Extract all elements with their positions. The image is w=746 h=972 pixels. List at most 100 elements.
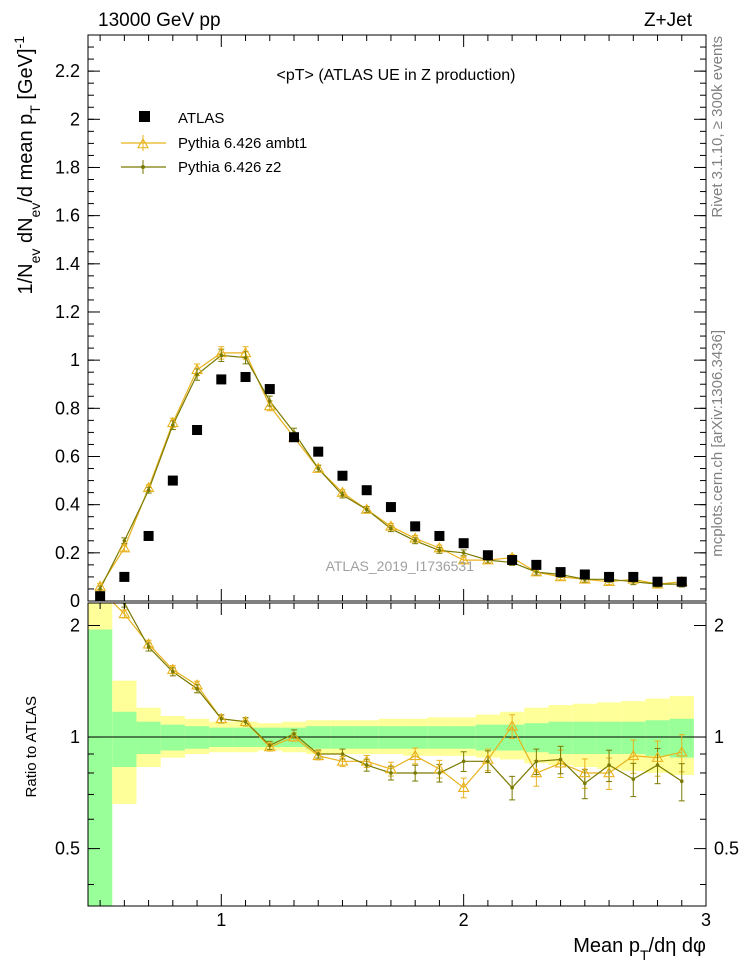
ratio-z2-point [171, 669, 175, 674]
ratio-ambt1-point [506, 720, 519, 731]
atlas-point [264, 384, 275, 395]
ratio-ambt1-point [603, 766, 616, 778]
z2-point [340, 493, 345, 497]
header-right: Z+Jet [644, 10, 693, 31]
atlas-point [482, 550, 493, 561]
z2-point [316, 466, 321, 471]
ratio-ytick-label: 1 [70, 727, 80, 747]
legend-atlas-marker [139, 111, 150, 122]
ratio-band-inner [596, 721, 622, 755]
main-ytick-label: 1 [70, 350, 80, 370]
main-plot-panel: 0 0.2 0.4 0.6 0.8 1 1.2 1.4 1.6 1.8 2 2.2 1/Nev dNev… [11, 34, 707, 611]
ratio-band-inner [88, 629, 113, 906]
main-ytick-label: 0.8 [55, 398, 80, 418]
z2-point [413, 538, 417, 543]
ratio-z2-point [437, 771, 442, 775]
atlas-point [676, 576, 687, 587]
z2-point [243, 355, 248, 360]
ratio-z2-point [558, 757, 563, 762]
atlas-point [652, 576, 663, 587]
ratio-z2-point [631, 777, 636, 781]
atlas-point [410, 521, 421, 532]
x-axis-title: Mean pT/dη dφ [573, 935, 706, 963]
ratio-ytick-label-right: 0.5 [714, 839, 739, 859]
main-frame [87, 34, 707, 602]
z2-point [219, 353, 224, 358]
atlas-point [385, 502, 396, 513]
ratio-ytick-label: 2 [70, 615, 80, 635]
ratio-z2-point [292, 732, 296, 736]
ratio-z2-point [219, 717, 224, 721]
z2-point [437, 548, 442, 553]
main-ytick-label: 1.2 [55, 302, 80, 322]
z2-point [122, 538, 127, 543]
legend-ambt1-label: Pythia 6.426 ambt1 [178, 135, 307, 152]
z2-point [534, 570, 539, 574]
main-y-axis-title: 1/Nev dNev/d mean pT [GeV]-1 [11, 36, 43, 295]
ambt1-line [99, 352, 682, 587]
atlas-point [337, 470, 348, 481]
ratio-z2-point [655, 763, 660, 767]
atlas-point [361, 485, 372, 496]
ratio-ambt1-point [263, 740, 276, 752]
ratio-ambt1-point [651, 751, 664, 762]
ratio-ambt1-point [481, 753, 494, 764]
ratio-ambt1-point [215, 712, 228, 724]
atlas-point [95, 591, 106, 602]
ambt1-point [312, 462, 325, 473]
ratio-z2-point [267, 743, 272, 748]
main-plot-title: <pT> (ATLAS UE in Z production) [277, 67, 516, 84]
ratio-z2-point [364, 763, 369, 767]
ratio-ytick-label-right: 2 [714, 615, 724, 635]
ratio-z2-point [389, 771, 393, 775]
ratio-z2-point [534, 759, 539, 764]
atlas-point [458, 538, 469, 549]
atlas-point [604, 571, 615, 582]
z2-point [171, 423, 175, 427]
main-ytick-label: 0.6 [55, 446, 80, 466]
z2-point [146, 488, 151, 493]
ambt1-point [118, 541, 131, 553]
ratio-ambt1-point [578, 766, 591, 778]
ratio-ambt1-point [118, 607, 131, 619]
ratio-z2-point [510, 785, 514, 790]
z2-point [389, 526, 393, 531]
z2-point [195, 372, 199, 377]
atlas-point [143, 530, 154, 541]
ratio-ambt1-point [409, 749, 422, 761]
ratio-plot-panel: 0.5 0.5 1 1 2 2 1 2 3 Ratio to ATLAS Mean pT/dη dφ [23, 602, 739, 963]
atlas-point [579, 569, 590, 580]
z2-point [461, 551, 466, 555]
legend-z2-label: Pythia 6.426 z2 [178, 159, 281, 176]
main-ytick-label: 1.8 [55, 157, 80, 177]
main-ytick-label: 0.4 [55, 495, 80, 515]
ambt1-point [360, 503, 373, 514]
ratio-band-inner [112, 711, 137, 768]
ratio-band-inner [475, 724, 500, 751]
ratio-band-inner [572, 721, 597, 755]
ratio-z2-point [340, 752, 345, 756]
atlas-point [192, 424, 203, 435]
side-label-rivet: Rivet 3.1.10, ≥ 300k events [709, 36, 726, 218]
header-left: 13000 GeV pp [98, 10, 221, 31]
atlas-point [531, 559, 542, 570]
ratio-ambt1-point [675, 746, 688, 757]
ratio-ambt1-point [627, 749, 640, 761]
ratio-band-inner [136, 721, 161, 755]
legend-atlas-label: ATLAS [178, 110, 224, 127]
ratio-ambt1-point [312, 749, 325, 761]
ratio-z2-point [146, 645, 151, 649]
ratio-ambt1-point [336, 755, 349, 766]
ratio-ytick-label: 0.5 [55, 839, 80, 859]
main-ytick-label: 1.4 [55, 254, 80, 274]
ratio-z2-point [607, 763, 611, 767]
ratio-ytick-label-right: 1 [714, 727, 724, 747]
watermark: ATLAS_2019_I1736531 [326, 558, 475, 574]
atlas-point [434, 530, 445, 541]
z2-point [98, 587, 102, 591]
atlas-point [289, 432, 299, 443]
ratio-xtick-label: 2 [459, 910, 469, 930]
ratio-z2-point [679, 779, 684, 784]
ratio-band-inner [160, 724, 185, 751]
